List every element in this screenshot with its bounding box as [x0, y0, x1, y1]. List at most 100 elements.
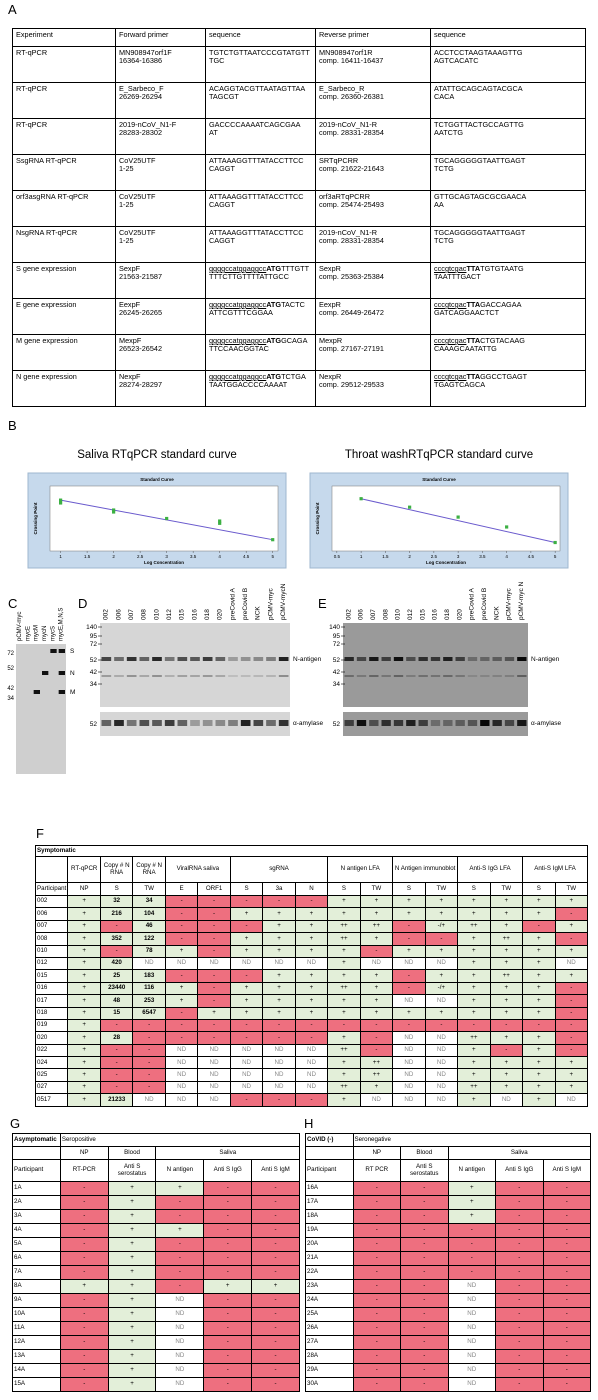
result-cell: + — [294, 907, 329, 921]
result-cell: - — [59, 1265, 109, 1280]
result-cell: + — [522, 1043, 556, 1058]
result-cell: + — [457, 944, 491, 958]
result-cell: - — [392, 1018, 426, 1033]
cell-line: E_Sarbeco_F — [119, 84, 164, 93]
cell-line: CACA — [434, 91, 455, 101]
column-header: S — [392, 882, 426, 896]
lane-label: 007 — [370, 609, 377, 620]
result-cell: - — [400, 1293, 449, 1308]
result-cell: - — [400, 1251, 449, 1266]
band — [152, 657, 162, 661]
result-cell: + — [554, 944, 588, 958]
result-cell: + — [262, 932, 296, 946]
cell-line: 1-25 — [119, 163, 134, 173]
result-cell: - — [495, 1237, 544, 1252]
lane-label: 007 — [128, 609, 135, 620]
band-label: N — [70, 670, 75, 677]
result-cell: + — [489, 907, 524, 921]
band — [58, 649, 65, 653]
participant: 29A — [305, 1363, 354, 1378]
result-cell: + — [554, 1068, 588, 1082]
result-cell: + — [424, 894, 459, 909]
result-cell: -/+ — [424, 919, 459, 934]
band — [356, 657, 367, 661]
result-cell: + — [67, 894, 101, 909]
result-cell: - — [164, 894, 199, 909]
group-header: Saliva — [155, 1146, 300, 1160]
cell-line: CAGGT — [209, 163, 235, 173]
x-tick-label: 0.5 — [334, 554, 341, 559]
result-cell: - — [542, 1195, 591, 1210]
group-row: RT-qPCR Copy # N RNA Copy # N RNA ViralRNA … — [34, 856, 588, 883]
cell-line: ACCTCCTAAGTAAAGTTG — [434, 48, 523, 57]
cell-line: TGTCTGTTAATCCCGTATGTT — [209, 48, 310, 57]
result-cell: - — [495, 1293, 544, 1308]
column-header: RT PCR — [352, 1159, 401, 1182]
result-cell: ND — [424, 1068, 459, 1082]
codon: ATG — [266, 336, 282, 345]
result-cell: - — [352, 1279, 401, 1294]
table-row: orf3asgRNA RT-qPCR CoV25UTF 1-25 ATTAAAGGTT… — [12, 190, 586, 227]
result-cell: + — [67, 969, 101, 983]
sequence: GGCCTGAGT — [480, 372, 528, 381]
title-row: CoVID (-) Seronegative — [305, 1133, 591, 1147]
band — [278, 675, 289, 677]
result-cell: - — [400, 1181, 449, 1196]
panel-label: B — [8, 418, 17, 433]
column-header: S — [457, 882, 491, 896]
data-row: 8A + + - + + — [12, 1279, 300, 1294]
result-cell: - — [359, 944, 394, 958]
cell-line: 28274-28297 — [119, 379, 163, 389]
result-cell: + — [489, 956, 524, 971]
result-cell: - — [522, 919, 556, 934]
cell-line: TGC — [209, 55, 225, 65]
participant: 012 — [34, 956, 69, 971]
result-cell: + — [489, 944, 524, 958]
result-cell: + — [359, 907, 394, 921]
cell: E_Sarbeco_R comp. 26360-26381 — [315, 82, 431, 119]
lane-label: mycE,M,N,S — [59, 608, 65, 641]
participant: 14A — [12, 1363, 61, 1378]
participant: 019 — [34, 1018, 69, 1033]
result-cell: - — [352, 1293, 401, 1308]
covid-negative-table: CoVID (-) Seronegative NP Blood Saliva Partic… — [305, 1133, 591, 1392]
result-cell: - — [542, 1349, 591, 1364]
cell-line: ACAGGTACGTTAATAGTTAA — [209, 84, 306, 93]
result-cell: ND — [294, 956, 329, 971]
result-cell: + — [457, 981, 491, 996]
result-cell: ++ — [327, 981, 361, 996]
result-cell: + — [359, 1080, 394, 1095]
band — [58, 690, 65, 694]
x-tick-label: 1.5 — [84, 554, 91, 559]
result-cell: - — [203, 1293, 253, 1308]
cell-line: comp. 29512-29533 — [319, 379, 384, 389]
cell-line: TCTG — [434, 235, 454, 245]
result-cell: 253 — [132, 994, 166, 1008]
cell-line: CoV25UTF — [119, 192, 156, 201]
mw-marker: 72 — [7, 651, 14, 657]
band — [33, 690, 40, 694]
result-cell: 104 — [132, 907, 166, 921]
primer-table: Experiment Forward primer sequence Reverse … — [12, 28, 586, 407]
cell: RT-qPCR — [12, 118, 116, 155]
band-label: α-amylase — [293, 720, 324, 727]
header-cell: Forward primer — [115, 28, 206, 47]
result-cell: + — [392, 944, 426, 958]
result-cell: - — [229, 969, 264, 983]
result-cell: - — [554, 1006, 588, 1020]
data-row: 008 +352 122- - + + + ++ + - - + ++ + - — [34, 932, 588, 946]
cell: RT-qPCR — [12, 46, 116, 83]
sequence: TCTGA — [281, 372, 306, 381]
result-cell: - — [542, 1237, 591, 1252]
table-row: RT-qPCR 2019-nCoV_N1-F 28283-28302 GACCCCAA… — [12, 118, 586, 155]
header-cell: Experiment — [12, 28, 116, 47]
band — [517, 657, 527, 661]
cell-line: EexpF — [119, 300, 141, 309]
x-tick-label: 1.5 — [382, 554, 389, 559]
result-cell: ND — [262, 1043, 296, 1058]
linker: ggggccatggaggcc — [209, 372, 267, 381]
result-cell: - — [554, 1043, 588, 1058]
result-cell: + — [457, 1043, 491, 1058]
result-cell: + — [554, 894, 588, 909]
result-cell: ND — [489, 1093, 524, 1107]
